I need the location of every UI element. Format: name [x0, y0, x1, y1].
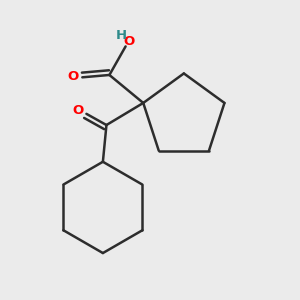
Text: O: O — [68, 70, 79, 83]
Text: O: O — [73, 104, 84, 117]
Text: H: H — [116, 29, 127, 42]
Text: O: O — [123, 34, 134, 48]
